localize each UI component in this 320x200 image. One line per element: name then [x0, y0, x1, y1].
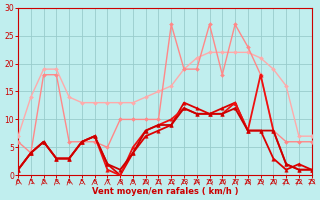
X-axis label: Vent moyen/en rafales ( km/h ): Vent moyen/en rafales ( km/h ) [92, 187, 238, 196]
